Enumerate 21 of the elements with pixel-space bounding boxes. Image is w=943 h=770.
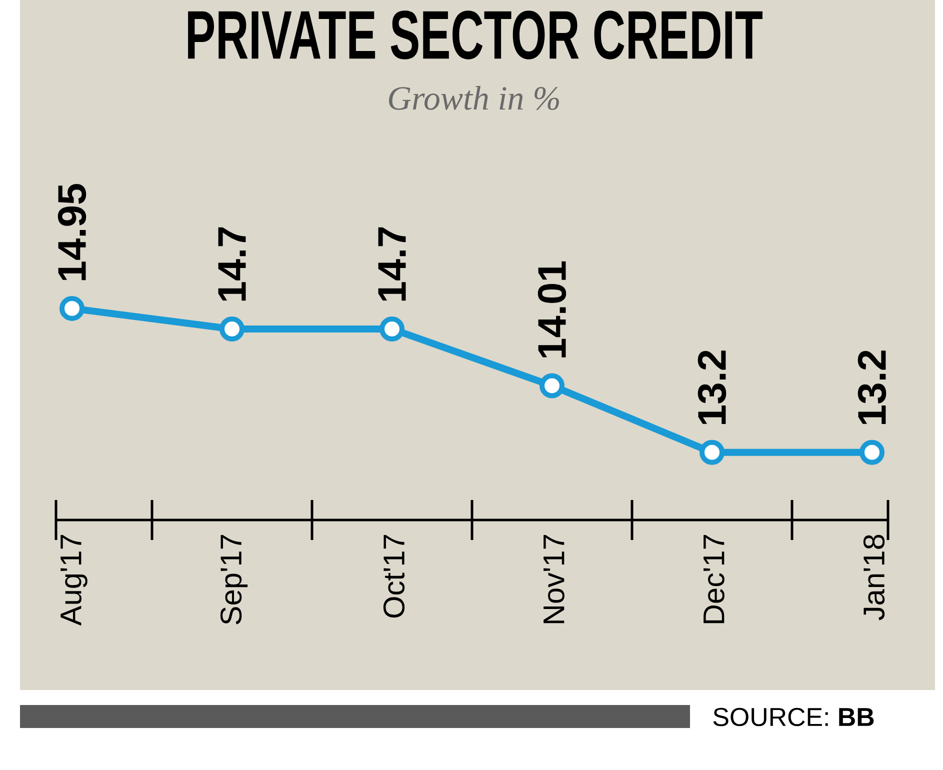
x-tick-label: Dec'17 bbox=[704, 535, 724, 624]
point bbox=[540, 373, 565, 398]
chart-subtitle: Growth in % bbox=[389, 86, 559, 110]
data-label: 14.01 bbox=[538, 261, 566, 358]
point bbox=[380, 316, 405, 342]
chart-title: PRIVATE SECTOR CREDIT bbox=[188, 10, 762, 60]
point bbox=[700, 440, 725, 465]
x-tick-label: Sep'17 bbox=[220, 535, 248, 624]
data-label: 14.7 bbox=[218, 227, 246, 301]
data-label: 13.2 bbox=[858, 350, 886, 424]
data-label: 14.95 bbox=[58, 184, 86, 280]
x-tick-label: Aug'17 bbox=[60, 535, 88, 626]
point bbox=[860, 440, 885, 465]
point bbox=[220, 316, 245, 342]
source-note: SOURCE: BB bbox=[713, 708, 874, 726]
x-tick-label: Nov'17 bbox=[544, 535, 564, 624]
point bbox=[60, 296, 84, 321]
x-tick-label: Jan'18 bbox=[863, 534, 885, 620]
data-label: 13.2 bbox=[698, 350, 726, 424]
data-label: 14.7 bbox=[378, 227, 406, 301]
x-tick-label: Oct'17 bbox=[383, 535, 405, 618]
